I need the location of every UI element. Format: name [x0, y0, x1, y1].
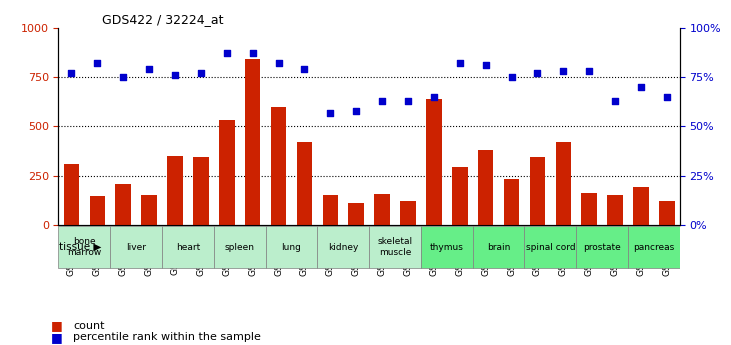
- Point: [221, 50, 232, 56]
- Point: [273, 60, 284, 66]
- Bar: [270, 107, 287, 225]
- FancyBboxPatch shape: [421, 226, 473, 268]
- Point: [298, 66, 310, 72]
- Point: [91, 60, 103, 66]
- Bar: [607, 195, 623, 225]
- Point: [376, 98, 388, 104]
- Bar: [659, 201, 675, 225]
- Text: ■: ■: [51, 319, 63, 333]
- FancyBboxPatch shape: [317, 226, 369, 268]
- Bar: [633, 187, 649, 225]
- Bar: [115, 184, 131, 225]
- Point: [531, 70, 543, 76]
- Point: [247, 50, 259, 56]
- Bar: [581, 193, 597, 225]
- Bar: [322, 195, 338, 225]
- Bar: [219, 120, 235, 225]
- Point: [350, 108, 362, 114]
- Text: bone
marrow: bone marrow: [67, 237, 102, 257]
- Text: GDS422 / 32224_at: GDS422 / 32224_at: [102, 13, 224, 27]
- FancyBboxPatch shape: [265, 226, 317, 268]
- Bar: [426, 99, 442, 225]
- FancyBboxPatch shape: [369, 226, 421, 268]
- Point: [428, 94, 440, 99]
- FancyBboxPatch shape: [525, 226, 576, 268]
- Bar: [193, 157, 208, 225]
- Point: [143, 66, 155, 72]
- Text: ■: ■: [51, 331, 63, 344]
- Text: spinal cord: spinal cord: [526, 243, 575, 252]
- FancyBboxPatch shape: [213, 226, 265, 268]
- Point: [402, 98, 414, 104]
- Text: pancreas: pancreas: [633, 243, 675, 252]
- Bar: [245, 59, 260, 225]
- Text: prostate: prostate: [583, 243, 621, 252]
- Bar: [349, 204, 364, 225]
- FancyBboxPatch shape: [162, 226, 213, 268]
- FancyBboxPatch shape: [473, 226, 525, 268]
- Text: brain: brain: [487, 243, 510, 252]
- Bar: [556, 142, 571, 225]
- Bar: [401, 201, 416, 225]
- FancyBboxPatch shape: [58, 226, 110, 268]
- Point: [66, 70, 77, 76]
- Bar: [452, 167, 468, 225]
- Bar: [478, 150, 493, 225]
- Text: skeletal
muscle: skeletal muscle: [377, 237, 412, 257]
- Text: percentile rank within the sample: percentile rank within the sample: [73, 333, 261, 342]
- Point: [609, 98, 621, 104]
- Point: [635, 84, 647, 90]
- Text: heart: heart: [175, 243, 200, 252]
- Bar: [167, 156, 183, 225]
- Text: count: count: [73, 321, 105, 331]
- Text: lung: lung: [281, 243, 301, 252]
- Point: [454, 60, 466, 66]
- Point: [118, 74, 129, 80]
- Text: tissue ▶: tissue ▶: [59, 242, 102, 252]
- Bar: [89, 196, 105, 225]
- Text: thymus: thymus: [430, 243, 463, 252]
- Point: [325, 110, 336, 115]
- Bar: [374, 194, 390, 225]
- FancyBboxPatch shape: [628, 226, 680, 268]
- FancyBboxPatch shape: [110, 226, 162, 268]
- Bar: [297, 142, 312, 225]
- Text: spleen: spleen: [224, 243, 254, 252]
- Point: [195, 70, 207, 76]
- Point: [480, 62, 491, 68]
- Point: [558, 68, 569, 74]
- Point: [583, 68, 595, 74]
- Bar: [141, 195, 157, 225]
- Bar: [530, 157, 545, 225]
- Point: [506, 74, 518, 80]
- Point: [661, 94, 673, 99]
- Point: [169, 72, 181, 78]
- Bar: [64, 164, 79, 225]
- Text: liver: liver: [126, 243, 146, 252]
- FancyBboxPatch shape: [576, 226, 628, 268]
- Text: kidney: kidney: [328, 243, 358, 252]
- Bar: [504, 179, 519, 225]
